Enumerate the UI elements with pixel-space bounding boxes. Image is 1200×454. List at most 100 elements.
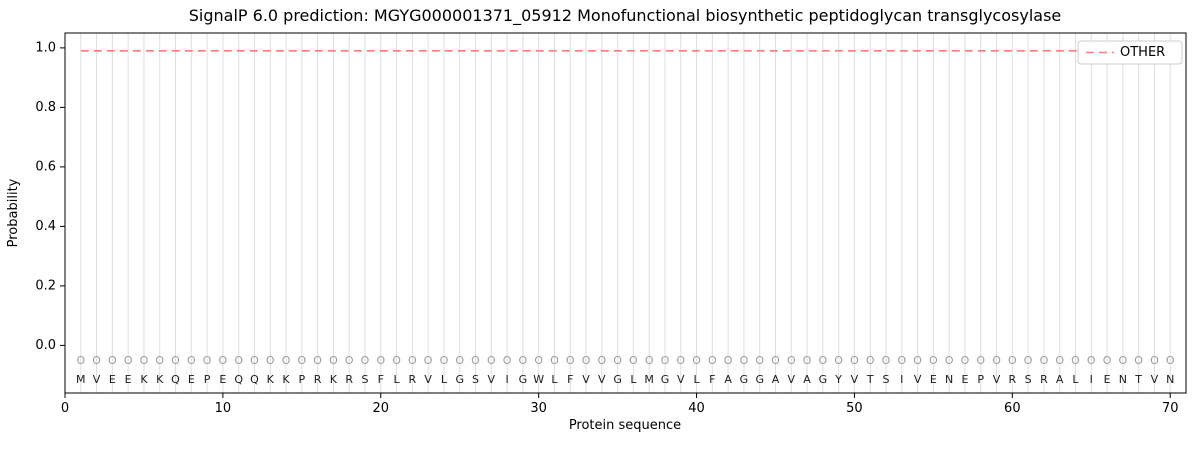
position-marker: O (819, 354, 828, 367)
position-marker: O (124, 354, 133, 367)
position-marker: O (1055, 354, 1064, 367)
position-marker: O (929, 354, 938, 367)
legend-entry-other: OTHER (1120, 45, 1165, 60)
residue-letter: Q (171, 373, 180, 386)
residue-letter: T (866, 373, 874, 386)
residue-letter: L (551, 373, 558, 386)
residue-letter: R (314, 373, 322, 386)
x-tick-label: 30 (530, 401, 547, 416)
y-tick-label: 0.2 (35, 278, 56, 293)
residue-letter: R (409, 373, 417, 386)
residue-letter: T (1134, 373, 1142, 386)
position-marker: O (1166, 354, 1175, 367)
residue-letter: L (1072, 373, 1079, 386)
plot-border (64, 32, 1187, 394)
position-marker: O (282, 354, 291, 367)
position-marker: O (345, 354, 354, 367)
position-marker: O (76, 354, 85, 367)
position-marker: O (945, 354, 954, 367)
position-marker: O (566, 354, 575, 367)
position-marker: O (976, 354, 985, 367)
position-marker: O (203, 354, 212, 367)
x-tick-label: 20 (373, 401, 390, 416)
residue-letter: N (945, 373, 953, 386)
residue-letter: S (472, 373, 479, 386)
position-marker: O (961, 354, 970, 367)
y-axis-label: Probability (6, 178, 21, 247)
residue-letter: N (1119, 373, 1127, 386)
residue-letter: Y (834, 373, 842, 386)
position-marker: O (740, 354, 749, 367)
position-marker: O (1008, 354, 1017, 367)
y-tick-label: 0.8 (35, 100, 56, 115)
position-marker: O (803, 354, 812, 367)
gridlines (80, 33, 1171, 393)
residue-letter: K (267, 373, 275, 386)
residue-letter: F (378, 373, 384, 386)
residue-letter: L (441, 373, 448, 386)
position-marker: O (408, 354, 417, 367)
position-marker: O (1087, 354, 1096, 367)
residue-letter: G (519, 373, 528, 386)
residue-letter: I (900, 373, 903, 386)
x-tick-label: 10 (215, 401, 232, 416)
x-tick-label: 50 (846, 401, 863, 416)
position-marker: O (913, 354, 922, 367)
position-marker: O (1119, 354, 1128, 367)
position-marker: O (329, 354, 338, 367)
position-marker: O (361, 354, 370, 367)
residue-letter: L (630, 373, 637, 386)
residue-letter: P (977, 373, 984, 386)
residue-letter: A (724, 373, 732, 386)
residue-letter: I (1090, 373, 1093, 386)
position-marker: O (755, 354, 764, 367)
residue-letter: V (93, 373, 101, 386)
residue-letter: K (140, 373, 148, 386)
residue-letter: K (282, 373, 290, 386)
x-tick-label: 60 (1004, 401, 1021, 416)
residue-letter: W (533, 373, 544, 386)
residue-letter: V (424, 373, 432, 386)
position-marker: O (250, 354, 259, 367)
residue-letter: V (851, 373, 859, 386)
residue-letter: R (1040, 373, 1048, 386)
position-marker: O (219, 354, 228, 367)
residue-letter: S (361, 373, 368, 386)
position-marker: O (266, 354, 275, 367)
position-marker: O (534, 354, 543, 367)
position-marker: O (471, 354, 480, 367)
position-marker: O (724, 354, 733, 367)
position-marker: O (1071, 354, 1080, 367)
residue-letter: P (299, 373, 306, 386)
residue-letter: E (125, 373, 132, 386)
residue-letter: L (393, 373, 400, 386)
residue-letter: E (1104, 373, 1111, 386)
residue-letter: V (488, 373, 496, 386)
y-tick-label: 1.0 (35, 40, 56, 55)
position-marker: O (171, 354, 180, 367)
legend: OTHER (1077, 40, 1183, 65)
residue-letter: V (993, 373, 1001, 386)
residue-letter: G (819, 373, 828, 386)
residue-letter: G (755, 373, 764, 386)
residue-letter: R (345, 373, 353, 386)
position-marker: O (771, 354, 780, 367)
residue-letter: P (204, 373, 211, 386)
residue-letter: L (693, 373, 700, 386)
position-marker: O (503, 354, 512, 367)
position-marker: O (519, 354, 528, 367)
residue-letter: V (582, 373, 590, 386)
residue-letter: A (803, 373, 811, 386)
position-marker: O (613, 354, 622, 367)
position-marker: O (550, 354, 559, 367)
residue-letter: I (505, 373, 508, 386)
position-marker: O (597, 354, 606, 367)
residue-letter: M (76, 373, 86, 386)
residue-letter: V (1151, 373, 1159, 386)
residue-letter: V (677, 373, 685, 386)
residue-letter: V (914, 373, 922, 386)
position-marker: O (108, 354, 117, 367)
